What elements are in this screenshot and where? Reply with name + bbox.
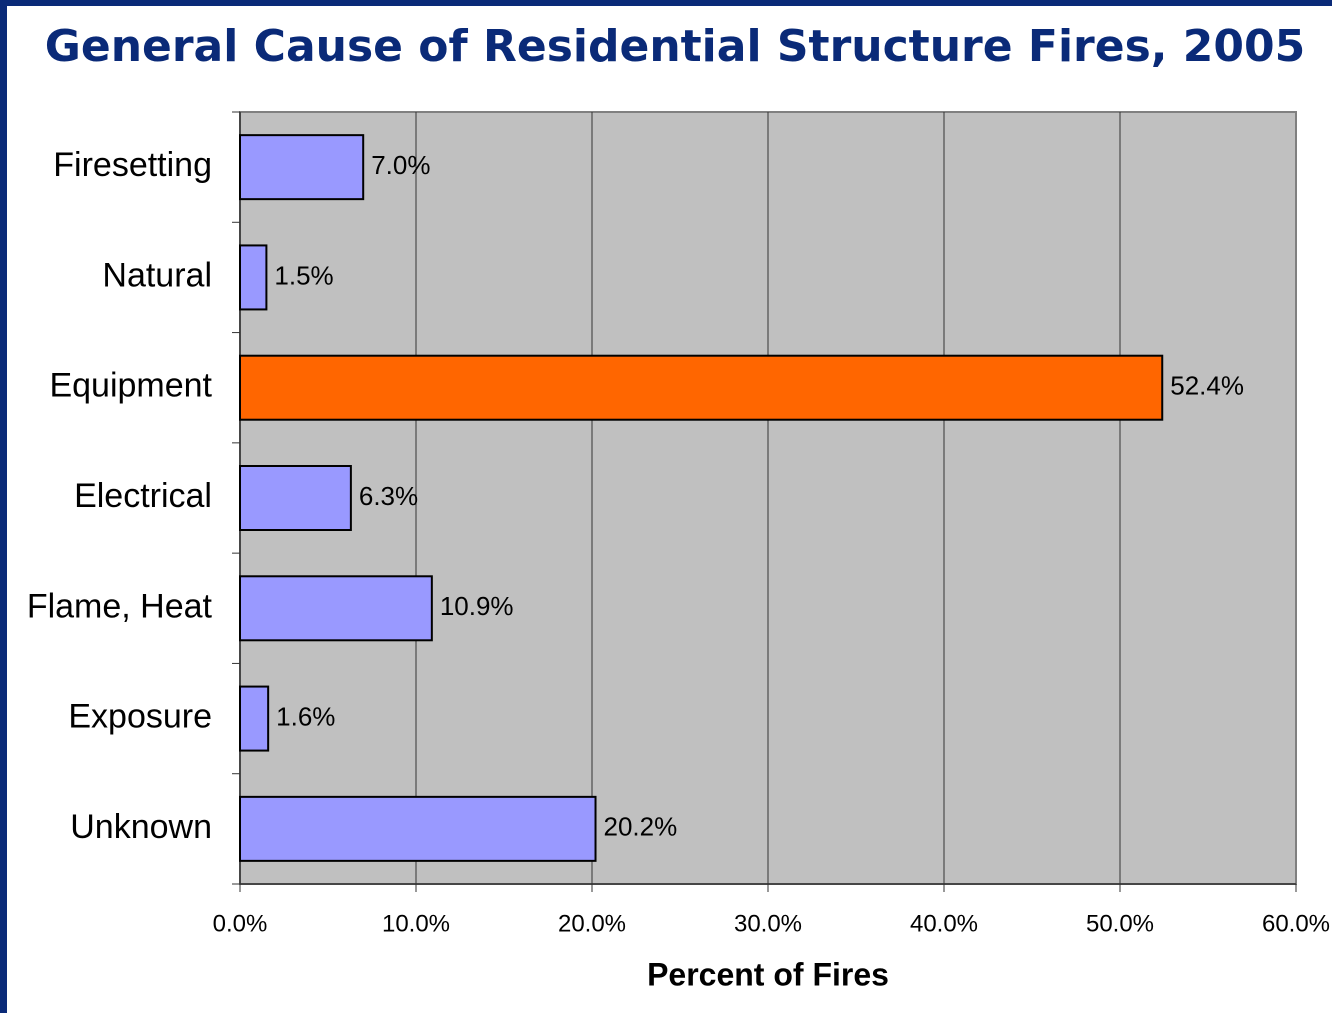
bar (239, 244, 268, 311)
x-tick-label: 10.0% (382, 910, 450, 937)
x-tick-label: 30.0% (734, 910, 802, 937)
data-label: 20.2% (604, 812, 678, 842)
title-box: General Cause of Residential Structure F… (44, 21, 1306, 72)
data-label: 1.5% (274, 260, 333, 290)
title-group: General Cause of Residential Structure F… (44, 21, 1306, 72)
bar (239, 795, 597, 862)
data-label: 10.9% (440, 591, 514, 621)
y-tick-label: Unknown (70, 808, 212, 846)
y-tick-label: Natural (102, 256, 212, 294)
top-border (0, 0, 1332, 6)
x-tick-label: 20.0% (558, 910, 626, 937)
left-border (0, 0, 7, 1013)
y-tick-label: Equipment (49, 367, 212, 405)
x-axis-title: Percent of Fires (647, 956, 889, 992)
data-label: 1.6% (276, 701, 335, 731)
y-tick-label: Flame, Heat (27, 587, 213, 625)
x-tick-label: 60.0% (1262, 910, 1330, 937)
x-tick-label: 50.0% (1086, 910, 1154, 937)
bar (239, 685, 270, 752)
data-label: 6.3% (359, 481, 418, 511)
y-tick-label: Electrical (74, 477, 212, 515)
bar (239, 575, 433, 642)
bar (239, 465, 352, 531)
x-tick-label: 40.0% (910, 910, 978, 937)
y-tick-label: Exposure (68, 698, 212, 736)
data-label: 7.0% (371, 150, 430, 180)
bar (239, 354, 1164, 421)
bar (239, 134, 365, 201)
x-tick-label: 0.0% (213, 910, 268, 937)
data-label: 52.4% (1170, 371, 1244, 401)
y-tick-label: Firesetting (53, 146, 212, 184)
chart-title: General Cause of Residential Structure F… (44, 21, 1306, 72)
